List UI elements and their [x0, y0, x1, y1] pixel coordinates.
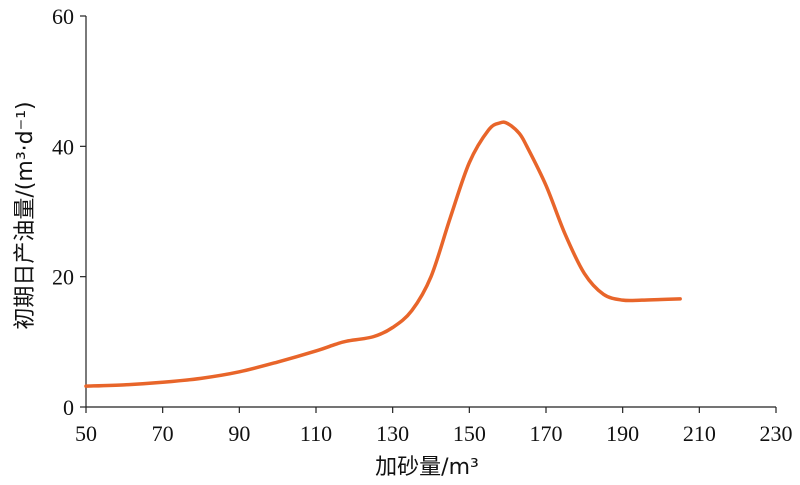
x-axis-title: 加砂量/m³ [375, 455, 479, 480]
x-tick-label: 110 [300, 421, 332, 446]
x-tick-label: 210 [683, 421, 716, 446]
x-tick-label: 50 [75, 421, 97, 446]
x-tick-label: 170 [530, 421, 563, 446]
x-tick-label: 190 [606, 421, 639, 446]
series-line [84, 120, 682, 388]
series-layer [84, 120, 682, 388]
y-tick-label: 60 [52, 4, 74, 29]
x-tick-label: 90 [228, 421, 250, 446]
x-tick-label: 230 [760, 421, 793, 446]
y-tick-label: 20 [52, 265, 74, 290]
axes: 50 70 90 110 130 150 170 190 210 230 0 20 40 60 [52, 4, 793, 446]
y-axis-title: 初期日产油量/(m³·d⁻¹) [13, 101, 38, 329]
x-tick-label: 130 [376, 421, 409, 446]
y-tick-label: 40 [52, 134, 74, 159]
x-tick-label: 70 [152, 421, 174, 446]
x-tick-label: 150 [453, 421, 486, 446]
y-tick-label: 0 [63, 395, 74, 420]
